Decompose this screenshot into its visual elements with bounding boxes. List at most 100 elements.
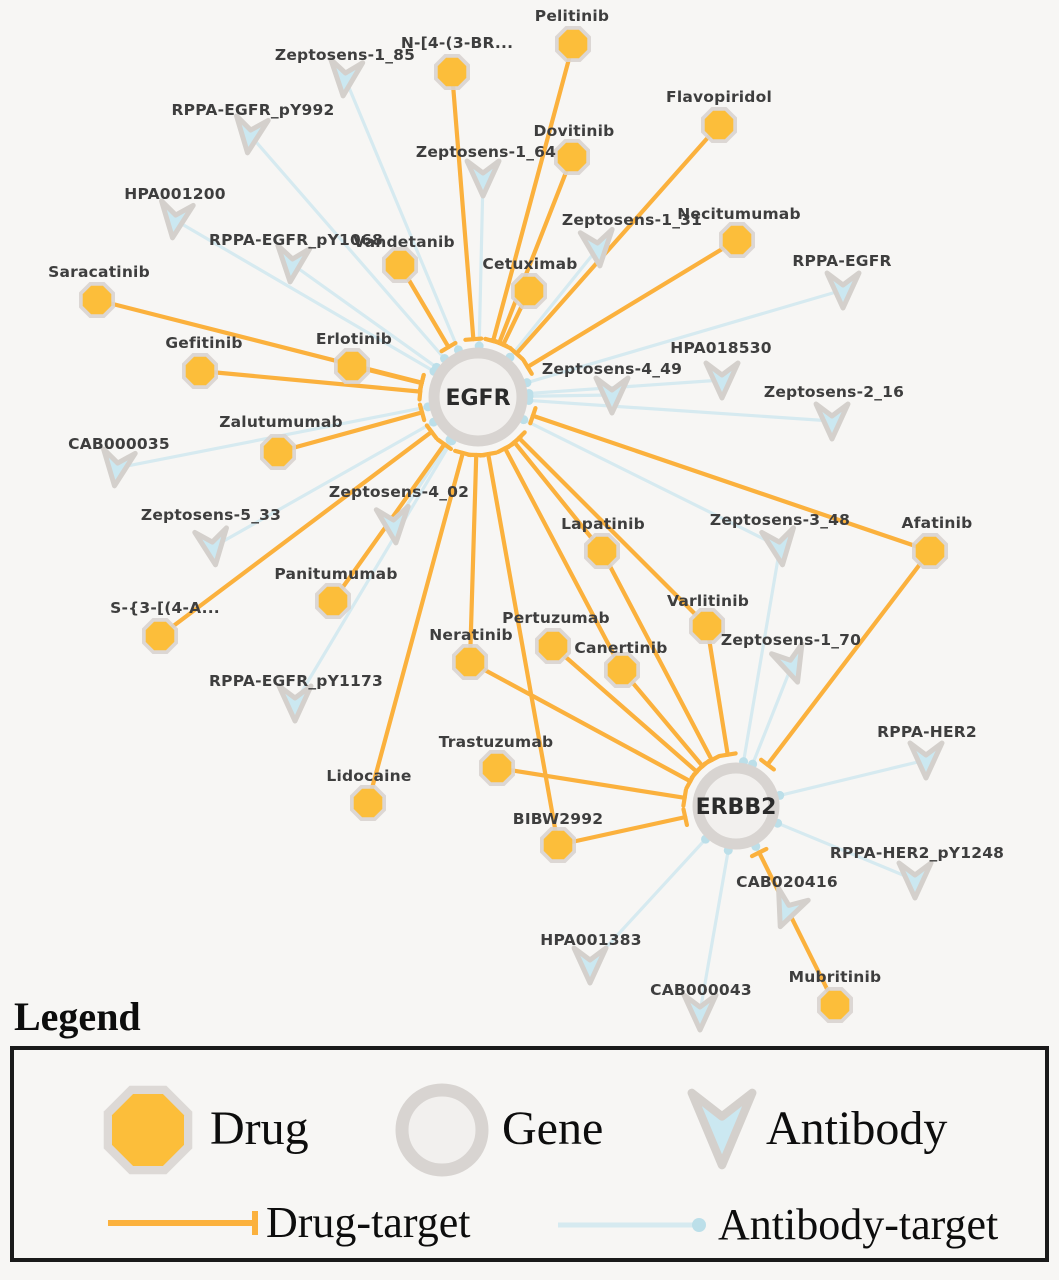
antibody-target-edge	[588, 834, 711, 967]
antibody-node-rppa992[interactable]	[232, 113, 271, 156]
antibody-node-zep185[interactable]	[327, 56, 366, 99]
antibody-node-zep131[interactable]	[577, 226, 615, 269]
drug-octagon-icon	[607, 655, 637, 685]
drug-target-edge	[619, 667, 711, 774]
antibody-node-rppa1068[interactable]	[274, 242, 313, 285]
antibody-node-zep402[interactable]	[373, 503, 411, 546]
drug-target-edge	[749, 846, 838, 1008]
antibody-chevron-icon	[813, 401, 851, 442]
drug-node-mubritinib[interactable]	[817, 987, 853, 1023]
antibody-node-cab000035[interactable]	[99, 446, 138, 489]
antibody-node-hpa001200[interactable]	[157, 198, 196, 241]
drug-node-lidocaine[interactable]	[350, 785, 386, 821]
drug-octagon-icon	[482, 753, 512, 783]
legend-title: Legend	[14, 994, 141, 1039]
gene-legend-icon	[395, 1083, 489, 1177]
antibody-node-zep164[interactable]	[464, 158, 502, 199]
drug-node-panitumumab[interactable]	[315, 583, 351, 619]
drug-target-edge	[157, 423, 439, 639]
antibody-target-edge	[474, 176, 485, 351]
drug-node-n4_3br[interactable]	[434, 54, 470, 90]
drug-target-edge	[511, 430, 710, 629]
antibody-node-hpa018530[interactable]	[703, 360, 741, 401]
drug-octagon-icon	[82, 285, 112, 315]
antibody-node-zep170[interactable]	[769, 641, 813, 687]
drug-node-vandetanib[interactable]	[382, 247, 418, 283]
drug-octagon-icon	[692, 611, 722, 641]
gene-label-erbb2: ERBB2	[696, 795, 777, 820]
drug-octagon-icon	[557, 142, 587, 172]
antibody-chevron-icon	[681, 992, 719, 1033]
drug-legend-icon	[103, 1085, 193, 1175]
antibody-node-hpa001383[interactable]	[571, 945, 609, 986]
gene-node-egfr[interactable]: EGFR	[428, 347, 528, 447]
drug-target-edge	[528, 406, 933, 554]
antibody-node-cab020416[interactable]	[765, 885, 811, 932]
antibody-node-zep348[interactable]	[759, 525, 799, 568]
drug-octagon-icon	[722, 225, 752, 255]
gene-legend-label: Gene	[502, 1102, 604, 1155]
drug-node-gefitinib[interactable]	[182, 353, 218, 389]
antibody-target-edge	[519, 415, 782, 549]
drug-node-dovitinib[interactable]	[554, 139, 590, 175]
drug-node-afatinib[interactable]	[912, 533, 948, 569]
drug-octagon-icon	[455, 647, 485, 677]
antibody-node-rppa1248[interactable]	[896, 860, 934, 901]
drug-octagon-icon	[538, 631, 568, 661]
drug-node-s3_4a[interactable]	[142, 618, 178, 654]
drug-node-canertinib[interactable]	[604, 652, 640, 688]
gene-circle-icon	[428, 347, 528, 447]
drug-target-edge	[478, 450, 561, 848]
antibody-chevron-icon	[593, 375, 631, 416]
antibody-chevron-icon	[234, 113, 271, 156]
antibody-node-zep449[interactable]	[593, 375, 631, 416]
antibody-node-zep533[interactable]	[192, 525, 232, 568]
drug-node-necitumumab[interactable]	[719, 222, 755, 258]
drug-node-pertuzumab[interactable]	[535, 628, 571, 664]
drug-node-lapatinib[interactable]	[584, 533, 620, 569]
antibody-chevron-icon	[464, 158, 502, 199]
drug-octagon-icon	[558, 29, 588, 59]
antibody-node-rppa1173[interactable]	[276, 683, 314, 724]
drug-target-edge	[495, 442, 625, 673]
drug-node-flavopiridol[interactable]	[701, 107, 737, 143]
antibody-node-cab000043[interactable]	[681, 992, 719, 1033]
drug-node-saracatinib[interactable]	[79, 282, 115, 318]
drug-target-edge	[365, 448, 473, 806]
drug-target-edge	[521, 237, 740, 376]
antibody-chevron-icon	[577, 226, 615, 269]
drug-octagon-icon	[337, 351, 367, 381]
drug-node-erlotinib[interactable]	[334, 348, 370, 384]
antibody-node-rppaher2[interactable]	[907, 740, 945, 781]
drug-node-bibw2992[interactable]	[540, 827, 576, 863]
antibody-chevron-icon	[571, 945, 609, 986]
drug-octagon-icon	[514, 276, 544, 306]
drug-node-trastuzumab[interactable]	[479, 750, 515, 786]
antibody-chevron-icon	[276, 683, 314, 724]
antibody-chevron-icon	[159, 198, 196, 241]
drug-target-edge	[466, 452, 487, 665]
drug-target-edge	[449, 69, 484, 342]
antibody-chevron-icon	[824, 270, 862, 311]
drug-node-varlitinib[interactable]	[689, 608, 725, 644]
antibody-target-edge	[748, 663, 794, 769]
drug-octagon-icon	[915, 536, 945, 566]
drug-node-neratinib[interactable]	[452, 644, 488, 680]
drug-octagon-icon	[385, 250, 415, 280]
drug-node-cetuximab[interactable]	[511, 273, 547, 309]
drug-target-edge	[759, 548, 933, 772]
antibody-node-zep216[interactable]	[813, 401, 851, 442]
drug-octagon-icon	[263, 437, 293, 467]
gene-node-erbb2[interactable]: ERBB2	[692, 762, 780, 850]
antibody-node-rppaegfr[interactable]	[824, 270, 862, 311]
drug-octagon-icon	[145, 621, 175, 651]
drug-node-zalutumumab[interactable]	[260, 434, 296, 470]
drug-node-pelitinib[interactable]	[555, 26, 591, 62]
drug-octagon-icon	[820, 990, 850, 1020]
drug-target-edge	[275, 402, 427, 455]
drug-target-edge	[489, 154, 575, 349]
antibody-target-edge	[773, 818, 917, 882]
legend-box: Drug Gene Antibody Drug-target Antibody-…	[10, 1046, 1049, 1262]
